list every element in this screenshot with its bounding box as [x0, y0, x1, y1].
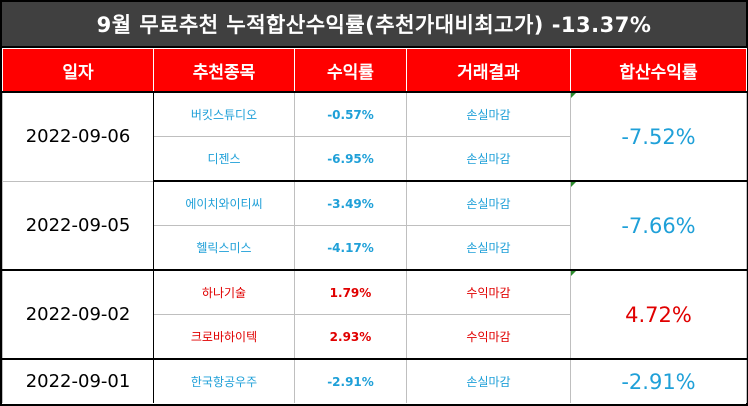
header-return: 수익률: [294, 48, 407, 93]
trade-result: 수익마감: [406, 269, 571, 315]
stock-return: -3.49%: [294, 180, 407, 226]
date-cell: 2022-09-05: [2, 180, 154, 271]
returns-table: 일자 추천종목 수익률 거래결과 합산수익률 2022-09-06 버킷스튜디오…: [2, 48, 747, 403]
table-row: 크로바하이텍 2.93% 수익마감: [3, 314, 747, 360]
trade-result: 수익마감: [406, 314, 571, 360]
table-row: 2022-09-06 버킷스튜디오 -0.57% 손실마감 -7.52%: [2, 91, 747, 182]
stock-name: 디젠스: [153, 136, 295, 182]
date-cell: 2022-09-02: [2, 269, 154, 360]
header-date: 일자: [2, 48, 154, 93]
trade-result: 손실마감: [406, 180, 571, 226]
stock-return: 2.93%: [294, 314, 407, 360]
stock-name: 크로바하이텍: [153, 314, 295, 360]
trade-result: 손실마감: [406, 136, 571, 182]
total-return: 4.72%: [570, 269, 747, 360]
header-stock: 추천종목: [153, 48, 295, 93]
trade-result: 손실마감: [406, 358, 571, 403]
header-row: 일자 추천종목 수익률 거래결과 합산수익률: [2, 48, 747, 93]
stock-name: 버킷스튜디오: [153, 91, 295, 137]
stock-return: 1.79%: [294, 269, 407, 315]
stock-name: 에이치와이티씨: [153, 180, 295, 226]
total-return: -2.91%: [570, 358, 747, 403]
total-return: -7.52%: [570, 91, 747, 182]
trade-result: 손실마감: [406, 225, 571, 271]
stock-name: 한국항공우주: [153, 358, 295, 403]
stock-name: 하나기술: [153, 269, 295, 315]
header-total-return: 합산수익률: [570, 48, 747, 93]
table-row: 2022-09-01 한국항공우주 -2.91% 손실마감 -2.91%: [2, 358, 747, 403]
header-result: 거래결과: [406, 48, 571, 93]
stock-return: -0.57%: [294, 91, 407, 137]
trade-result: 손실마감: [406, 91, 571, 137]
stock-return: -2.91%: [294, 358, 407, 403]
page-title: 9월 무료추천 누적합산수익률(추천가대비최고가) -13.37%: [2, 2, 746, 48]
total-return: -7.66%: [570, 180, 747, 271]
date-cell: 2022-09-06: [2, 91, 154, 182]
stock-return: -6.95%: [294, 136, 407, 182]
table-row: 헬릭스미스 -4.17% 손실마감: [3, 225, 747, 271]
stock-name: 헬릭스미스: [153, 225, 295, 271]
stock-return: -4.17%: [294, 225, 407, 271]
date-cell: 2022-09-01: [2, 358, 154, 403]
table-row: 2022-09-02 하나기술 1.79% 수익마감 4.72%: [2, 269, 747, 360]
table-row: 2022-09-05 에이치와이티씨 -3.49% 손실마감 -7.66%: [2, 180, 747, 271]
